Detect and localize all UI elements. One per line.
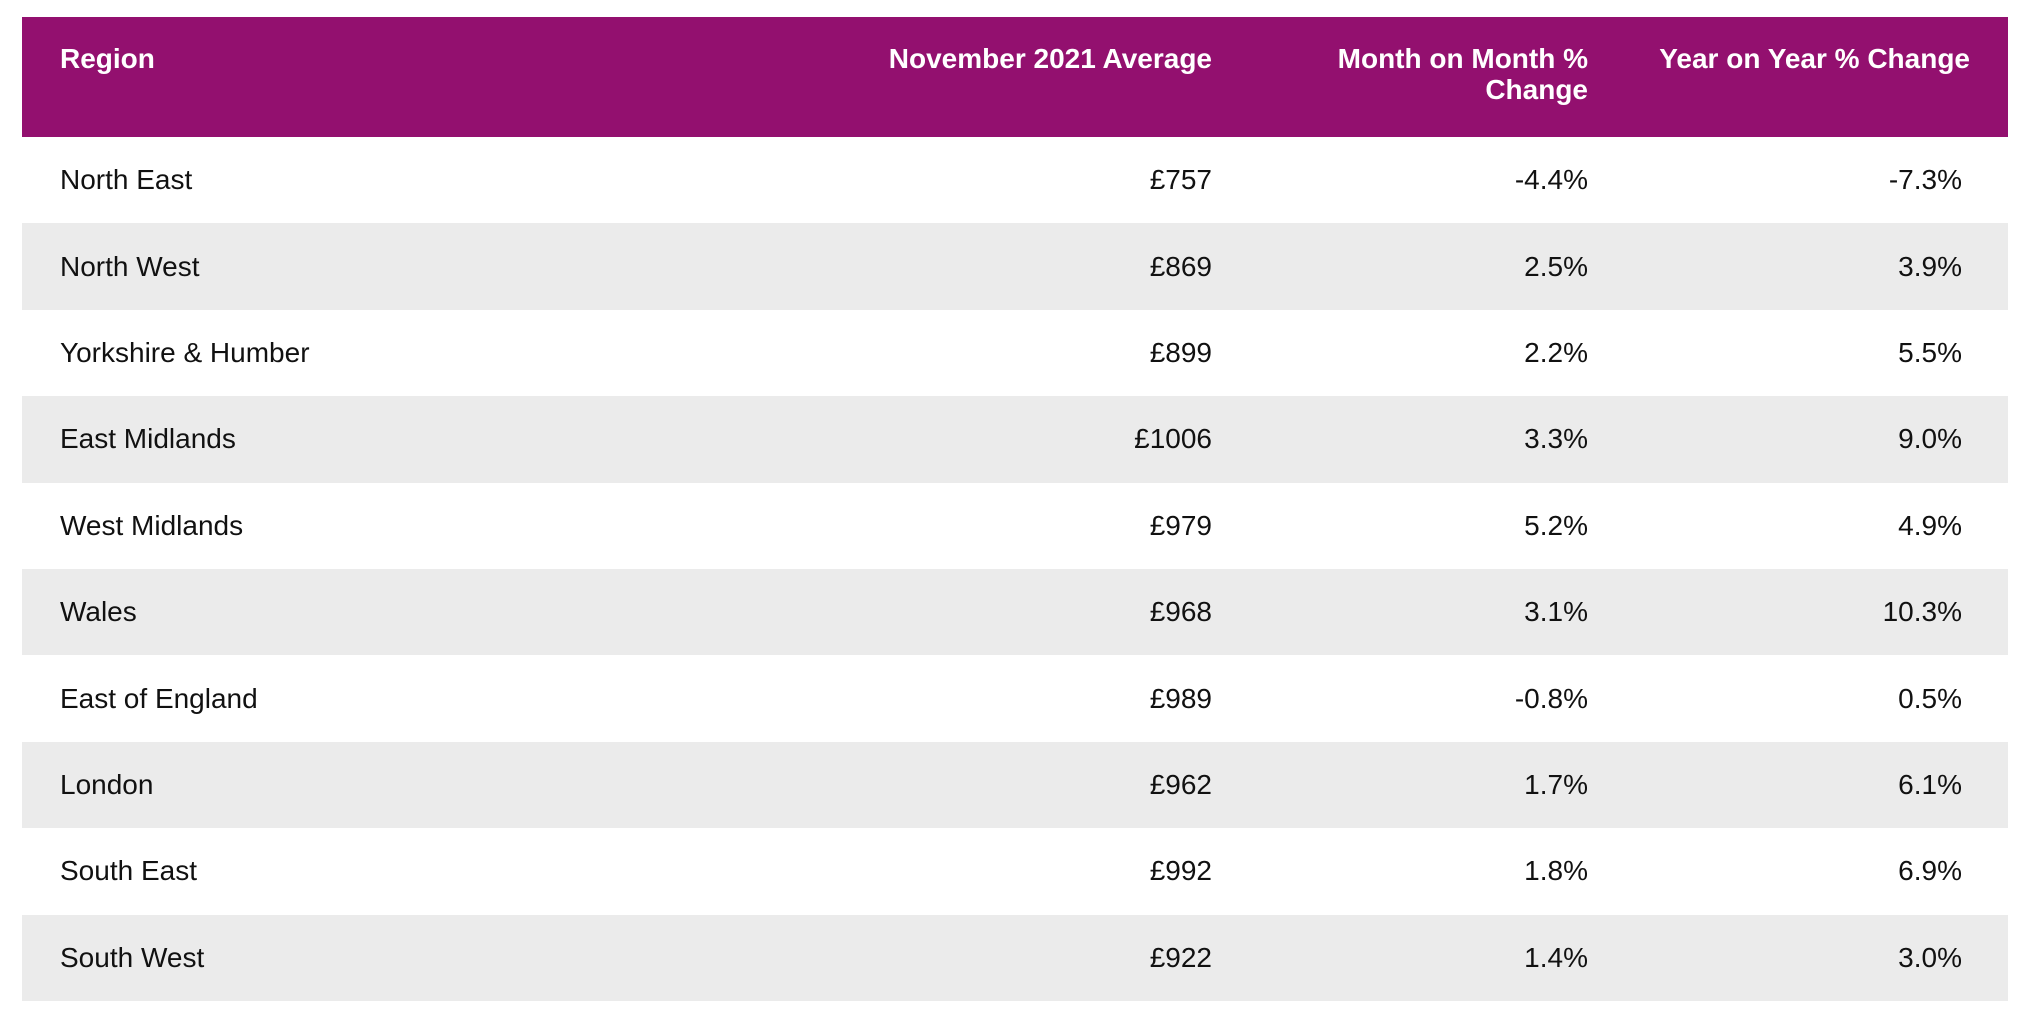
cell-yoy-change: 10.3% [1882,596,1962,628]
table-row: North East £757 -4.4% -7.3% [22,137,2008,224]
cell-average: £968 [1149,596,1212,628]
cell-mom-change: 1.8% [1524,855,1588,887]
cell-yoy-change: -7.3% [1888,164,1962,196]
header-november-average: November 2021 Average [888,43,1212,74]
cell-average: £1006 [1134,423,1212,455]
cell-region: Wales [60,596,137,628]
table-row: East of England £989 -0.8% 0.5% [22,655,2008,742]
header-month-on-month-change: Month on Month % Change [1214,17,1588,137]
table-row: East Midlands £1006 3.3% 9.0% [22,396,2008,483]
cell-average: £922 [1149,941,1212,973]
cell-region: East of England [60,682,258,714]
cell-mom-change: 2.5% [1524,250,1588,282]
header-year-on-year-change: Year on Year % Change [1659,43,1970,74]
cell-average: £869 [1149,250,1212,282]
cell-yoy-change: 0.5% [1898,682,1962,714]
table-row: Yorkshire & Humber £899 2.2% 5.5% [22,309,2008,397]
table-row: West Midlands £979 5.2% 4.9% [22,482,2008,569]
table-body: North East £757 -4.4% -7.3% North West £… [22,137,2008,1001]
cell-average: £899 [1149,336,1212,368]
cell-region: South East [60,855,197,887]
cell-average: £757 [1149,164,1212,196]
cell-region: South West [60,941,205,973]
cell-region: Yorkshire & Humber [60,336,310,368]
table-row: Wales £968 3.1% 10.3% [22,568,2008,656]
cell-yoy-change: 6.1% [1898,768,1962,800]
cell-mom-change: 3.3% [1524,423,1588,455]
table-row: North West £869 2.5% 3.9% [22,223,2008,310]
cell-mom-change: 1.7% [1524,768,1588,800]
cell-region: North East [60,164,193,196]
cell-average: £962 [1149,768,1212,800]
table-row: South East £992 1.8% 6.9% [22,828,2008,915]
header-row: Region November 2021 Average Month on Mo… [22,17,2008,137]
cell-yoy-change: 5.5% [1898,336,1962,368]
cell-average: £989 [1149,682,1212,714]
header-region: Region [60,43,155,74]
cell-region: East Midlands [60,423,236,455]
regional-rent-table: Region November 2021 Average Month on Mo… [22,17,2008,1001]
cell-mom-change: 5.2% [1524,509,1588,541]
cell-average: £992 [1149,855,1212,887]
cell-average: £979 [1149,509,1212,541]
cell-yoy-change: 4.9% [1898,509,1962,541]
cell-region: West Midlands [60,509,244,541]
cell-yoy-change: 6.9% [1898,855,1962,887]
cell-mom-change: 2.2% [1524,336,1588,368]
cell-region: North West [60,250,200,282]
table-header: Region November 2021 Average Month on Mo… [22,17,2008,137]
table-row: South West £922 1.4% 3.0% [22,914,2008,1001]
cell-yoy-change: 9.0% [1898,423,1962,455]
rent-table-container: Region November 2021 Average Month on Mo… [22,17,2008,1001]
cell-yoy-change: 3.0% [1898,941,1962,973]
table-row: London £962 1.7% 6.1% [22,741,2008,829]
cell-region: London [60,768,154,800]
header-mom-line-2: Change [1485,74,1588,105]
cell-mom-change: 3.1% [1524,596,1588,628]
cell-yoy-change: 3.9% [1898,250,1962,282]
header-mom-line-1: Month on Month % [1337,43,1588,74]
cell-mom-change: 1.4% [1524,941,1588,973]
cell-mom-change: -0.8% [1514,682,1588,714]
cell-mom-change: -4.4% [1514,164,1588,196]
